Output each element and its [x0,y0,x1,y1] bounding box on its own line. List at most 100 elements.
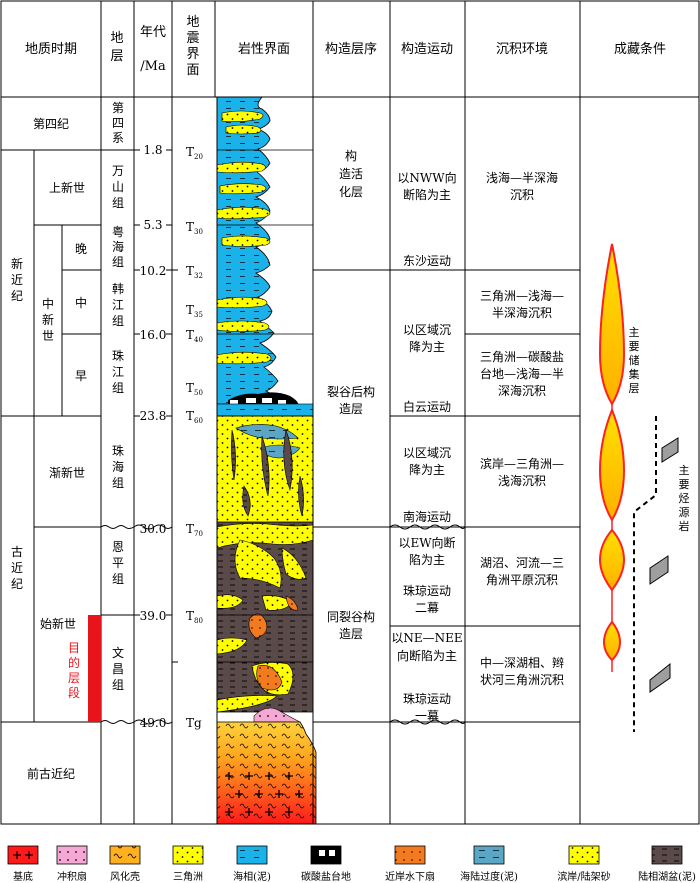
tectonic-baiyun: 白云运动 [403,399,451,414]
formation-quaternary-2: 四 [112,116,124,130]
tectonic-regional1-1: 以区域沉 [403,323,451,337]
epoch-pliocene: 上新世 [49,180,85,195]
tectonic-zhuqiong1-2: 一幕 [415,709,439,723]
period-paleogene-1: 古 [11,544,23,559]
header-reservoir: 成藏条件 [614,41,666,57]
formation-enping-2: 平 [112,556,124,570]
formation-zhujiang-1: 珠 [112,349,124,363]
formation-yuehai-1: 粤 [112,224,124,239]
formation-wenchang-2: 昌 [112,662,124,676]
seismic-t35: T35 [186,303,203,319]
environment-2-line2: 半深海沉积 [492,305,552,320]
formation-wanshan-3: 组 [112,196,124,210]
tectonic-regional2-2: 降为主 [409,463,445,477]
svg-text:碳酸盐台地: 碳酸盐台地 [301,870,351,883]
litho-alluvial-fan [253,707,301,723]
legend-item-shore-shelf: 滨岸/陆架砂 [557,845,611,883]
epoch-late: 晚 [75,242,87,256]
tectonic-zhuqiong2-2: 二幕 [415,601,439,615]
age-5-3: 5.3 [143,218,162,232]
environment-6-line1: 中—深湖相、辫 [480,655,564,670]
seismic-t70: T70 [186,522,203,538]
sequence-synrift-1: 同裂谷构 [327,609,375,624]
sequence-active-1: 构 [345,148,357,163]
seismic-tg: Tg [186,716,202,730]
header-age-2: /Ma [140,59,166,74]
legend-item-alluvial-fan: 冲积扇 [56,845,88,883]
environment-6-line2: 状河三角洲沉积 [480,673,564,687]
seismic-t32: T32 [186,264,203,280]
tectonic-nww-1: 以NWW向 [397,170,456,185]
seismic-t20: T20 [186,145,203,161]
environment-1-line2: 沉积 [510,188,534,202]
formation-quaternary-3: 系 [112,131,124,145]
svg-text:基底: 基底 [13,870,33,883]
tectonic-ew-2: 陷为主 [409,552,445,567]
formation-zhuhai-2: 海 [112,459,124,474]
header-formation-2: 层 [110,49,123,64]
svg-text:近岸水下扇: 近岸水下扇 [385,870,435,883]
period-neogene-3: 纪 [11,289,23,303]
source-dashed-line [633,416,657,732]
epoch-miocene-2: 新 [42,312,54,327]
reservoir-lens-main [598,243,626,406]
svg-text:陆相湖盆(泥): 陆相湖盆(泥) [638,870,696,883]
sequence-column: 构 造活 化层 裂谷后构 造层 同裂谷构 造层 [327,148,375,641]
sequence-active-3: 化层 [339,185,363,199]
formation-hanjiang-3: 组 [112,314,124,328]
age-16-0: 16.0 [140,328,167,342]
svg-text:三角洲: 三角洲 [173,871,203,883]
formation-wenchang-3: 组 [112,678,124,692]
epoch-early: 早 [75,369,87,383]
environment-4-line1: 滨岸—三角洲— [480,456,564,471]
target-interval-2: 的 [68,655,80,670]
period-paleogene-2: 近 [11,561,23,575]
svg-text:冲积扇: 冲积扇 [57,870,87,883]
lithology-column [216,96,317,825]
header-lithology: 岩性界面 [238,42,290,57]
unconformity-marks [100,524,466,725]
environment-3-line3: 深海沉积 [498,383,546,398]
header-age-1: 年代 [140,25,166,40]
header-environment: 沉积环境 [496,42,548,57]
header-tectonic: 构造运动 [401,42,453,57]
header-seismic-1: 地 [186,15,199,30]
sequence-synrift-2: 造层 [339,627,363,641]
formation-zhuhai-3: 组 [112,476,124,490]
sequence-postrift-1: 裂谷后构 [327,384,375,399]
reservoir-label-1: 主 [629,326,640,339]
reservoir-label-5: 层 [629,382,640,395]
legend-item-lacustrine: 陆相湖盆(泥) [638,845,696,883]
formation-hanjiang-1: 韩 [112,281,124,296]
formation-yuehai-2: 海 [112,239,124,254]
period-pre-paleogene: 前古近纪 [27,766,75,781]
age-23-8: 23.8 [140,409,167,423]
environment-2-line1: 三角洲—浅海— [480,288,564,303]
formation-zhujiang-2: 江 [112,365,124,379]
reservoir-lens-2 [598,407,626,522]
period-neogene-1: 新 [11,256,23,271]
sequence-active-2: 造活 [339,167,363,181]
svg-text:海陆过度(泥): 海陆过度(泥) [460,870,518,883]
tectonic-column: 以NWW向 断陷为主 东沙运动 以区域沉 降为主 白云运动 以区域沉 降为主 南… [391,170,462,723]
formation-wenchang-1: 文 [112,645,124,660]
header-seismic-3: 界 [186,47,199,62]
environment-column: 浅海—半深海 沉积 三角洲—浅海— 半深海沉积 三角洲—碳酸盐 台地—浅海—半 … [480,170,564,687]
epoch-miocene-3: 世 [42,329,54,343]
tectonic-nenee-1: 以NE—NEE [391,631,462,645]
target-interval-3: 层 [68,671,80,685]
source-label-4: 源 [679,505,690,519]
source-label-3: 烃 [679,492,690,505]
age-10-2: 10.2 [140,264,167,278]
litho-marine-upper [216,96,287,427]
source-label-1: 主 [679,464,690,477]
header-row: 地质时期 地 层 年代 /Ma 地 震 界 面 岩性界面 构造层序 构造运动 沉… [25,15,666,78]
reservoir-label-4: 集 [629,367,640,381]
age-1-8: 1.8 [143,143,162,157]
seismic-column: T20 T30 T32 T35 T40 T50 T60 T70 T80 Tg [186,145,203,730]
environment-1-line1: 浅海—半深海 [486,170,558,185]
age-49-0: 49.0 [140,716,167,730]
header-formation-1: 地 [110,31,123,46]
tectonic-zhuqiong1-1: 珠琼运动 [403,691,451,706]
legend: 基底 冲积扇 风化壳 三角洲 海相(泥) 碳酸盐台地 近岸水下扇 [7,845,696,883]
